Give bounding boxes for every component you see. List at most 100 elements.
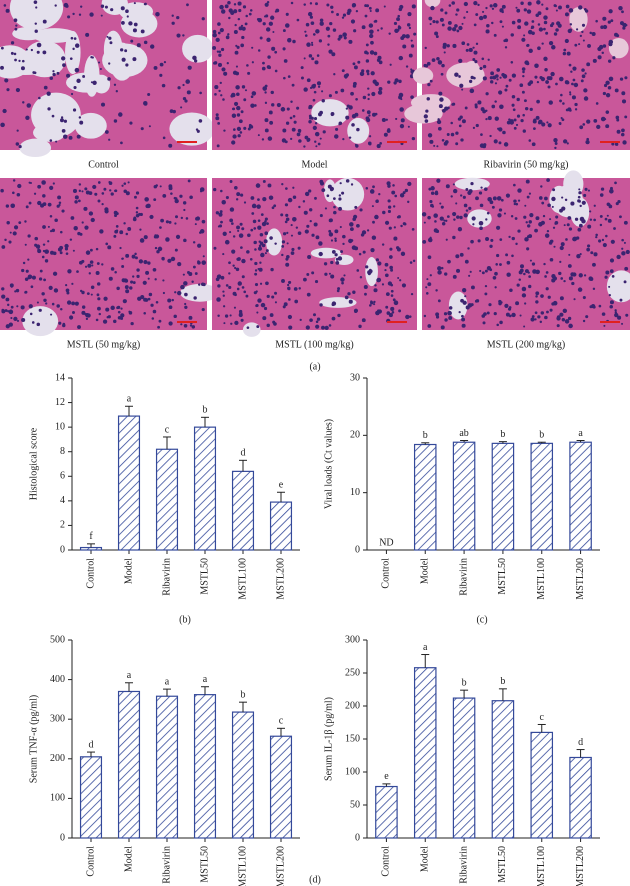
nucleus — [243, 98, 247, 102]
nucleus — [362, 250, 366, 254]
nucleus — [81, 290, 85, 295]
nucleus — [464, 259, 469, 264]
nucleus — [254, 282, 259, 287]
nucleus — [551, 45, 556, 50]
nucleus — [466, 43, 470, 46]
nucleus — [76, 270, 79, 273]
nucleus — [589, 218, 593, 221]
nucleus — [544, 68, 548, 72]
nucleus — [446, 133, 450, 136]
nucleus — [219, 4, 224, 10]
bar — [375, 785, 398, 839]
nucleus — [282, 128, 287, 133]
nucleus — [384, 262, 389, 267]
nucleus — [608, 285, 611, 288]
nucleus — [342, 234, 346, 239]
nucleus — [143, 235, 148, 240]
nucleus — [505, 312, 510, 317]
nucleus — [384, 273, 389, 278]
nucleus — [621, 251, 626, 256]
nucleus — [559, 245, 564, 251]
nucleus — [427, 324, 432, 328]
nucleus — [622, 140, 627, 145]
nucleus — [69, 238, 73, 241]
nucleus — [143, 101, 148, 106]
nucleus — [4, 78, 9, 83]
nucleus — [334, 239, 337, 242]
nucleus — [130, 321, 134, 326]
nucleus — [26, 103, 32, 108]
nucleus — [78, 189, 81, 192]
nucleus — [368, 114, 371, 117]
nucleus — [174, 222, 177, 225]
nucleus — [491, 205, 495, 209]
nucleus — [358, 252, 362, 256]
nucleus — [553, 138, 558, 143]
nucleus — [113, 234, 117, 238]
nucleus — [374, 284, 377, 287]
nucleus — [229, 207, 235, 212]
nucleus — [530, 27, 533, 30]
nucleus — [78, 116, 82, 119]
nucleus — [285, 121, 290, 125]
nucleus — [522, 113, 525, 117]
nucleus — [293, 287, 298, 291]
nucleus — [521, 90, 525, 94]
nucleus — [509, 119, 514, 123]
nucleus — [222, 305, 226, 308]
nucleus — [525, 179, 530, 184]
nucleus — [472, 126, 476, 130]
nucleus — [61, 56, 66, 61]
nucleus — [327, 184, 332, 189]
nucleus — [616, 254, 621, 260]
nucleus — [36, 42, 42, 48]
nucleus — [445, 219, 448, 222]
x-tick-label: Ribavirin — [161, 846, 172, 884]
nucleus — [535, 295, 538, 298]
nucleus — [571, 95, 576, 100]
nucleus — [136, 268, 140, 272]
nucleus — [297, 246, 301, 250]
nucleus — [232, 291, 237, 296]
nucleus — [371, 235, 377, 240]
nucleus — [310, 41, 314, 44]
nucleus — [230, 322, 233, 325]
nucleus — [341, 69, 345, 73]
nucleus — [501, 4, 506, 9]
nucleus — [364, 292, 367, 296]
nucleus — [155, 300, 159, 304]
nucleus — [584, 72, 587, 75]
nucleus — [513, 202, 517, 206]
nucleus — [125, 253, 130, 258]
nucleus — [2, 108, 7, 114]
nucleus — [546, 310, 549, 314]
nucleus — [312, 83, 316, 88]
nucleus — [465, 209, 469, 212]
nucleus — [238, 8, 242, 13]
nucleus — [235, 71, 240, 76]
nucleus — [275, 8, 280, 13]
nucleus — [154, 278, 157, 281]
nucleus — [236, 225, 240, 230]
nucleus — [161, 256, 165, 261]
nucleus — [385, 118, 388, 121]
nucleus — [389, 63, 392, 66]
nucleus — [351, 245, 357, 250]
nucleus — [221, 67, 226, 72]
y-tick-label: 6 — [60, 471, 65, 482]
nucleus — [589, 305, 593, 309]
nucleus — [84, 265, 88, 268]
nucleus — [265, 14, 269, 18]
nucleus — [248, 124, 253, 129]
y-axis-label: Viral loads (Ct values) — [323, 419, 334, 509]
nucleus — [338, 123, 341, 126]
nucleus — [386, 129, 391, 133]
nucleus — [472, 46, 475, 49]
nucleus — [605, 234, 608, 238]
nucleus — [274, 301, 277, 304]
nucleus — [232, 235, 236, 238]
bar — [452, 697, 476, 839]
nucleus — [109, 41, 113, 45]
nucleus — [591, 31, 596, 37]
nucleus — [238, 119, 243, 124]
